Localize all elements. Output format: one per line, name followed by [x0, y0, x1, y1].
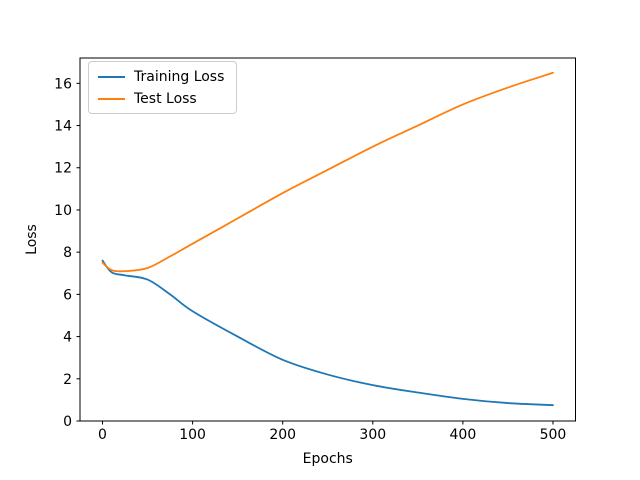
x-tick-label: 500: [540, 427, 567, 443]
legend-line-swatch: [98, 97, 125, 100]
x-tick-label: 0: [98, 427, 107, 443]
y-tick-label: 12: [54, 161, 72, 177]
y-tick-label: 10: [54, 203, 72, 219]
y-tick-label: 6: [63, 287, 72, 303]
y-tick-label: 2: [63, 372, 72, 388]
y-tick-label: 0: [63, 414, 72, 430]
series-line-test-loss: [101, 71, 554, 273]
plot-spines: [79, 57, 576, 422]
series-line-training-loss: [101, 259, 554, 407]
x-tick-label: 100: [179, 427, 206, 443]
legend: Training Loss Test Loss: [88, 61, 238, 114]
y-tick-label: 16: [54, 76, 72, 92]
x-tick-label: 400: [450, 427, 477, 443]
legend-item-training-loss: Training Loss: [98, 67, 224, 86]
series-layer: [101, 71, 554, 407]
y-tick-label: 14: [54, 119, 72, 135]
y-tick-label: 8: [63, 245, 72, 261]
legend-item-test-loss: Test Loss: [98, 89, 224, 108]
x-tick-label: 300: [359, 427, 386, 443]
legend-label: Test Loss: [134, 90, 197, 107]
legend-label: Training Loss: [134, 68, 225, 85]
axes-layer: 0 100 200 300 400 500 0 2 4 6 8 10 12 14 16: [54, 57, 576, 443]
y-axis-label: Loss: [24, 224, 40, 255]
x-axis-label: Epochs: [303, 451, 353, 467]
legend-line-swatch: [98, 75, 125, 78]
y-tick-label: 4: [63, 330, 72, 346]
x-tick-label: 200: [269, 427, 296, 443]
